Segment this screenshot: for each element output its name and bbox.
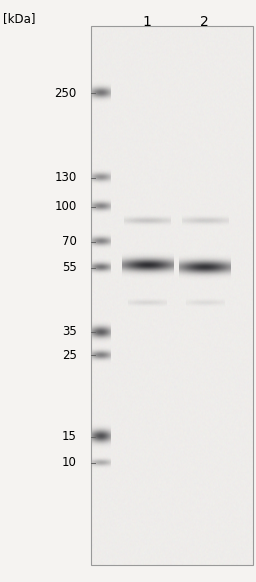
Bar (91, 26, 253, 565)
Text: 1: 1 (143, 15, 152, 29)
Text: 130: 130 (55, 171, 77, 184)
Text: 100: 100 (55, 200, 77, 213)
Text: 55: 55 (62, 261, 77, 274)
Text: 15: 15 (62, 430, 77, 443)
Text: 250: 250 (55, 87, 77, 100)
Text: 25: 25 (62, 349, 77, 361)
Text: 35: 35 (62, 325, 77, 338)
Text: 70: 70 (62, 235, 77, 248)
Text: [kDa]: [kDa] (3, 12, 35, 24)
Text: 10: 10 (62, 456, 77, 469)
Text: 2: 2 (200, 15, 209, 29)
